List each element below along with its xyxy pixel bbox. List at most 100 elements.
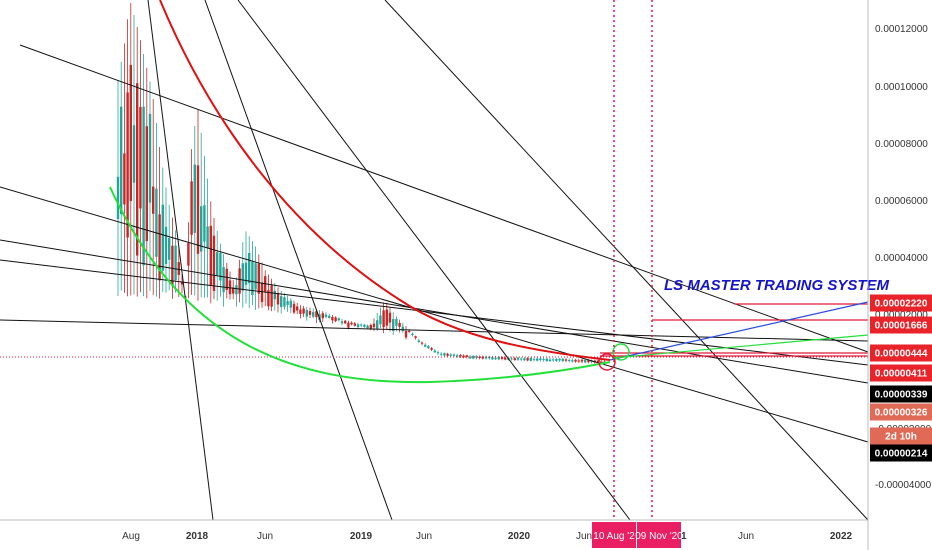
candle-body [280, 296, 283, 307]
candle-body [337, 318, 340, 321]
candle-body [350, 322, 353, 325]
candle-body [555, 358, 558, 361]
candle-body [145, 126, 148, 242]
candle-body [321, 313, 324, 319]
trend-line [0, 319, 869, 342]
candle-body [254, 263, 257, 290]
trendlines-group [0, 0, 869, 521]
candle-body [436, 352, 440, 354]
candle-body [558, 358, 561, 361]
candle-body [129, 64, 132, 201]
candle-body [475, 356, 478, 358]
candle-body [376, 320, 379, 329]
candle-body [126, 92, 129, 238]
candle-body [478, 356, 481, 358]
candle-body [427, 345, 430, 349]
candle-body [449, 354, 452, 356]
candle-body [446, 353, 449, 356]
candle-body [414, 336, 417, 338]
time-axis[interactable]: Aug 2018 Jun 2019 Jun 2020 Jun 21 Jun 2022 [122, 531, 852, 542]
price-tick-label: 0.00004000 [875, 253, 928, 264]
candle-body [248, 253, 251, 284]
candle-body [411, 333, 414, 336]
green-curve [109, 186, 611, 384]
candle-body [382, 310, 385, 328]
candle-body [568, 360, 571, 362]
candle-body [331, 316, 334, 321]
candle-body [523, 358, 526, 361]
candle-body [251, 261, 254, 295]
candle-body [164, 226, 168, 264]
date-markers: 10 Aug '2 09 Nov '20 [592, 522, 683, 548]
trend-line [384, 0, 869, 521]
candle-body [462, 355, 465, 358]
candle-body [305, 309, 308, 317]
candle-body [417, 340, 420, 343]
candle-body [548, 359, 552, 362]
candle-body [481, 356, 484, 359]
candle-body [260, 282, 264, 303]
candle-body [440, 353, 443, 355]
price-tick-label: 0.00012000 [875, 24, 928, 35]
candle-body [459, 354, 462, 357]
price-badge [870, 444, 932, 462]
time-tick-label: Jun [576, 531, 592, 542]
candle-body [168, 238, 171, 260]
candle-body [494, 357, 497, 360]
candle-body [532, 359, 536, 361]
time-tick-label: Jun [738, 531, 754, 542]
candle-body [180, 281, 184, 285]
price-badge-text: 2d 10h [885, 432, 917, 443]
time-tick-label: Aug [122, 531, 140, 542]
candle-body [273, 290, 276, 300]
blue-projection-line [609, 301, 869, 361]
candle-body [158, 214, 161, 281]
candle-body [139, 106, 142, 209]
candle-body [171, 245, 174, 285]
candle-body [452, 354, 456, 356]
trend-line [237, 0, 631, 521]
price-badge-text: 0.00000444 [875, 349, 928, 360]
candle-body [244, 262, 248, 285]
price-badge-text: 0.00000411 [875, 369, 928, 380]
candle-body [340, 321, 344, 324]
candle-body [433, 350, 436, 353]
candle-body [526, 358, 529, 361]
candle-body [312, 311, 315, 317]
candle-body [286, 301, 289, 305]
candle-body [190, 181, 193, 235]
candle-body [270, 285, 273, 307]
candle-body [152, 186, 155, 214]
date-badge-text: 10 Aug '2 [593, 531, 635, 542]
time-tick-label: 2018 [186, 531, 209, 542]
candle-body [302, 308, 305, 314]
candle-body [334, 317, 337, 322]
candle-body [177, 262, 180, 275]
candle-body [200, 206, 203, 252]
curves-group [109, 0, 611, 384]
candles-group [116, 3, 606, 364]
candle-body [219, 252, 222, 281]
candle-body [580, 359, 584, 362]
trend-line [0, 239, 869, 384]
candle-body [395, 319, 398, 326]
time-tick-label: 2019 [350, 531, 373, 542]
candle-body [289, 300, 292, 308]
price-badge-text: 0.00002220 [875, 299, 928, 310]
price-badge [870, 294, 932, 312]
time-tick-label: 2022 [830, 531, 853, 542]
candle-body [203, 205, 206, 242]
candle-body [404, 331, 408, 338]
candle-body [420, 342, 424, 344]
candle-body [472, 355, 475, 359]
candle-body [516, 357, 520, 360]
candle-body [545, 358, 548, 362]
candle-body [324, 314, 328, 317]
candle-body [369, 325, 372, 330]
candle-body [161, 204, 164, 271]
price-tick-label: 0.00008000 [875, 139, 928, 150]
candle-body [196, 165, 200, 254]
price-badge [870, 427, 932, 445]
